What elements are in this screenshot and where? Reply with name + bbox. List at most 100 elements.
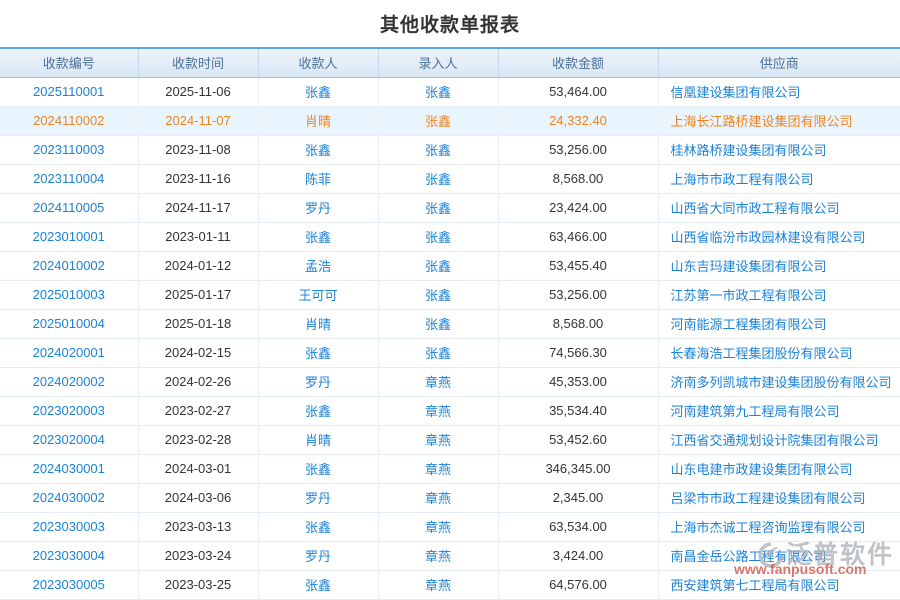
table-row[interactable]: 2023030003 2023-03-13 张鑫 章燕 63,534.00 上海市杰诚工程… <box>0 512 900 542</box>
cell-payee[interactable]: 罗丹 <box>257 483 378 513</box>
cell-receipt_no[interactable]: 2023020004 <box>0 425 138 455</box>
table-row[interactable]: 2023030004 2023-03-24 罗丹 章燕 3,424.00 南昌金岳公路工程… <box>0 541 900 571</box>
cell-entered_by[interactable]: 章燕 <box>377 454 498 484</box>
cell-supplier[interactable]: 河南能源工程集团有限公司 <box>657 309 900 339</box>
column-header-receipt_date: 收款时间 <box>137 47 258 78</box>
cell-receipt_no[interactable]: 2023030004 <box>0 541 138 571</box>
cell-supplier[interactable]: 上海市杰诚工程咨询监理有限公司 <box>657 512 900 542</box>
table-row[interactable]: 2024110005 2024-11-17 罗丹 张鑫 23,424.00 山西省大同市政… <box>0 193 900 223</box>
cell-receipt_date: 2025-01-18 <box>137 309 258 339</box>
cell-receipt_date: 2024-11-07 <box>137 106 258 136</box>
table-row[interactable]: 2023110003 2023-11-08 张鑫 张鑫 53,256.00 桂林路桥建设集… <box>0 135 900 165</box>
cell-amount: 45,353.00 <box>497 367 658 397</box>
cell-receipt_date: 2024-02-26 <box>137 367 258 397</box>
cell-receipt_no[interactable]: 2024010002 <box>0 251 138 281</box>
cell-receipt_no[interactable]: 2025110001 <box>0 77 138 107</box>
cell-payee[interactable]: 孟浩 <box>257 251 378 281</box>
cell-supplier[interactable]: 山东电建市政建设集团有限公司 <box>657 454 900 484</box>
cell-payee[interactable]: 张鑫 <box>257 338 378 368</box>
cell-entered_by[interactable]: 张鑫 <box>377 251 498 281</box>
cell-supplier[interactable]: 南昌金岳公路工程有限公司 <box>657 541 900 571</box>
cell-entered_by[interactable]: 章燕 <box>377 367 498 397</box>
table-row[interactable]: 2024010002 2024-01-12 孟浩 张鑫 53,455.40 山东吉玛建设集… <box>0 251 900 281</box>
table-row[interactable]: 2025010003 2025-01-17 王可可 张鑫 53,256.00 江苏第一市政… <box>0 280 900 310</box>
cell-receipt_no[interactable]: 2024030002 <box>0 483 138 513</box>
cell-entered_by[interactable]: 章燕 <box>377 483 498 513</box>
cell-payee[interactable]: 罗丹 <box>257 193 378 223</box>
table-row[interactable]: 2023020003 2023-02-27 张鑫 章燕 35,534.40 河南建筑第九工… <box>0 396 900 426</box>
cell-receipt_no[interactable]: 2024110005 <box>0 193 138 223</box>
cell-supplier[interactable]: 西安建筑第七工程局有限公司 <box>657 570 900 600</box>
cell-receipt_no[interactable]: 2023010001 <box>0 222 138 252</box>
cell-supplier[interactable]: 桂林路桥建设集团有限公司 <box>657 135 900 165</box>
cell-entered_by[interactable]: 张鑫 <box>377 164 498 194</box>
receipts-table: 收款编号 收款时间 收款人 录入人 收款金额 供应商 2025110001 2025-11-… <box>0 47 900 600</box>
cell-payee[interactable]: 张鑫 <box>257 396 378 426</box>
table-row[interactable]: 2024020002 2024-02-26 罗丹 章燕 45,353.00 济南多列凯城市… <box>0 367 900 397</box>
cell-payee[interactable]: 张鑫 <box>257 570 378 600</box>
table-row[interactable]: 2023110004 2023-11-16 陈菲 张鑫 8,568.00 上海市市政工程有… <box>0 164 900 194</box>
cell-amount: 63,534.00 <box>497 512 658 542</box>
cell-receipt_no[interactable]: 2023030005 <box>0 570 138 600</box>
cell-receipt_no[interactable]: 2025010003 <box>0 280 138 310</box>
cell-entered_by[interactable]: 章燕 <box>377 570 498 600</box>
cell-payee[interactable]: 陈菲 <box>257 164 378 194</box>
cell-entered_by[interactable]: 章燕 <box>377 512 498 542</box>
table-row[interactable]: 2024030002 2024-03-06 罗丹 章燕 2,345.00 吕梁市市政工程建… <box>0 483 900 513</box>
table-row[interactable]: 2025110001 2025-11-06 张鑫 张鑫 53,464.00 信凰建设集团有… <box>0 77 900 107</box>
table-row[interactable]: 2024020001 2024-02-15 张鑫 张鑫 74,566.30 长春海浩工程集… <box>0 338 900 368</box>
cell-payee[interactable]: 罗丹 <box>257 541 378 571</box>
cell-payee[interactable]: 罗丹 <box>257 367 378 397</box>
cell-entered_by[interactable]: 张鑫 <box>377 106 498 136</box>
table-row[interactable]: 2023030005 2023-03-25 张鑫 章燕 64,576.00 西安建筑第七工… <box>0 570 900 600</box>
table-row[interactable]: 2023010001 2023-01-11 张鑫 张鑫 63,466.00 山西省临汾市政… <box>0 222 900 252</box>
cell-entered_by[interactable]: 张鑫 <box>377 309 498 339</box>
cell-supplier[interactable]: 江苏第一市政工程有限公司 <box>657 280 900 310</box>
cell-supplier[interactable]: 上海长江路桥建设集团有限公司 <box>657 106 900 136</box>
cell-payee[interactable]: 张鑫 <box>257 222 378 252</box>
cell-supplier[interactable]: 上海市市政工程有限公司 <box>657 164 900 194</box>
cell-payee[interactable]: 张鑫 <box>257 77 378 107</box>
table-row[interactable]: 2024110002 2024-11-07 肖晴 张鑫 24,332.40 上海长江路桥建… <box>0 106 900 136</box>
cell-entered_by[interactable]: 章燕 <box>377 425 498 455</box>
table-row[interactable]: 2024030001 2024-03-01 张鑫 章燕 346,345.00 山东电建市政… <box>0 454 900 484</box>
cell-receipt_date: 2024-01-12 <box>137 251 258 281</box>
cell-payee[interactable]: 王可可 <box>257 280 378 310</box>
cell-entered_by[interactable]: 张鑫 <box>377 222 498 252</box>
cell-receipt_no[interactable]: 2024030001 <box>0 454 138 484</box>
cell-payee[interactable]: 张鑫 <box>257 512 378 542</box>
cell-supplier[interactable]: 江西省交通规划设计院集团有限公司 <box>657 425 900 455</box>
cell-receipt_no[interactable]: 2023110004 <box>0 164 138 194</box>
table-row[interactable]: 2025010004 2025-01-18 肖晴 张鑫 8,568.00 河南能源工程集团… <box>0 309 900 339</box>
cell-payee[interactable]: 张鑫 <box>257 135 378 165</box>
cell-receipt_no[interactable]: 2023110003 <box>0 135 138 165</box>
cell-entered_by[interactable]: 章燕 <box>377 396 498 426</box>
cell-supplier[interactable]: 山西省临汾市政园林建设有限公司 <box>657 222 900 252</box>
cell-supplier[interactable]: 济南多列凯城市建设集团股份有限公司 <box>657 367 900 397</box>
cell-entered_by[interactable]: 张鑫 <box>377 193 498 223</box>
cell-supplier[interactable]: 山东吉玛建设集团有限公司 <box>657 251 900 281</box>
cell-receipt_no[interactable]: 2024020001 <box>0 338 138 368</box>
cell-payee[interactable]: 肖晴 <box>257 425 378 455</box>
cell-receipt_no[interactable]: 2023020003 <box>0 396 138 426</box>
cell-supplier[interactable]: 山西省大同市政工程有限公司 <box>657 193 900 223</box>
cell-entered_by[interactable]: 张鑫 <box>377 280 498 310</box>
cell-receipt_no[interactable]: 2023030003 <box>0 512 138 542</box>
cell-entered_by[interactable]: 章燕 <box>377 541 498 571</box>
cell-receipt_no[interactable]: 2024020002 <box>0 367 138 397</box>
cell-payee[interactable]: 肖晴 <box>257 309 378 339</box>
cell-supplier[interactable]: 长春海浩工程集团股份有限公司 <box>657 338 900 368</box>
cell-amount: 35,534.40 <box>497 396 658 426</box>
cell-receipt_no[interactable]: 2025010004 <box>0 309 138 339</box>
cell-entered_by[interactable]: 张鑫 <box>377 338 498 368</box>
cell-payee[interactable]: 肖晴 <box>257 106 378 136</box>
cell-supplier[interactable]: 信凰建设集团有限公司 <box>657 77 900 107</box>
cell-entered_by[interactable]: 张鑫 <box>377 135 498 165</box>
cell-receipt_no[interactable]: 2024110002 <box>0 106 138 136</box>
cell-payee[interactable]: 张鑫 <box>257 454 378 484</box>
cell-supplier[interactable]: 吕梁市市政工程建设集团有限公司 <box>657 483 900 513</box>
cell-receipt_date: 2024-02-15 <box>137 338 258 368</box>
cell-entered_by[interactable]: 张鑫 <box>377 77 498 107</box>
table-row[interactable]: 2023020004 2023-02-28 肖晴 章燕 53,452.60 江西省交通规划… <box>0 425 900 455</box>
cell-supplier[interactable]: 河南建筑第九工程局有限公司 <box>657 396 900 426</box>
